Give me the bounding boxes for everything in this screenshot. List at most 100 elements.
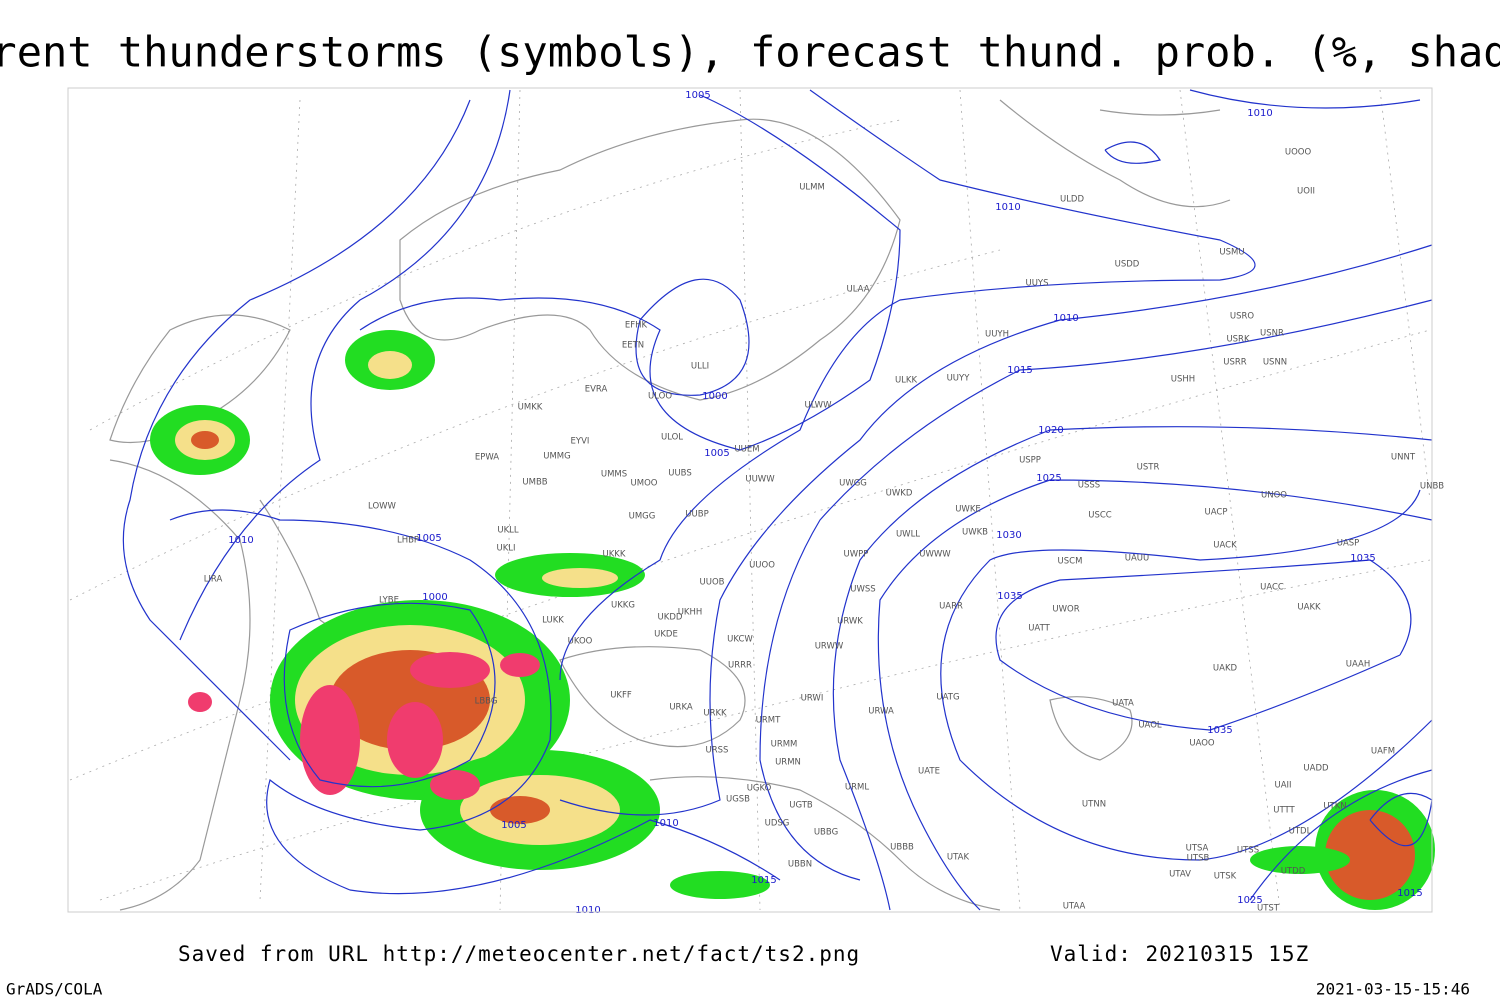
station-code: ULAA [846,285,869,295]
station-code: UACK [1213,541,1237,551]
station-code: UATE [918,767,940,777]
station-code: UUYY [947,374,971,384]
station-code: UTKN [1323,802,1346,812]
isobar-label: 1000 [422,592,447,603]
station-code: UTSB [1187,854,1210,864]
station-code: UAFM [1371,747,1395,757]
station-code: UTAV [1169,870,1191,880]
isobar-label: 1005 [501,820,526,831]
station-code: UDSG [765,819,790,829]
station-code: LOWW [368,502,397,512]
station-code: ULKK [895,376,918,386]
isobar-label: 1005 [704,448,729,459]
isobar-label: 1005 [416,533,441,544]
station-code: UASP [1337,539,1360,549]
station-code: UWGG [839,479,867,489]
station-code: UOOO [1285,148,1312,158]
station-code: UMMS [601,470,627,480]
station-code: UUBS [668,469,692,479]
station-code: UUWW [745,475,775,485]
station-code: URKK [703,709,727,719]
station-code: USSS [1078,481,1100,491]
station-code: USNN [1263,358,1287,368]
station-code: UMGG [629,512,656,522]
station-code: UGSB [726,795,750,805]
station-code: UKDD [658,613,683,623]
map-border [67,87,1433,913]
station-code: UTSK [1214,872,1237,882]
station-code: UAII [1274,781,1291,791]
station-code: UARR [939,602,963,612]
station-code: UGTB [789,801,813,811]
station-code: UAOO [1189,739,1215,749]
map-labels: 1005 1010 1010 1010 1015 1020 1025 1030 1035 1035… [204,90,1445,916]
station-code: UKKK [603,550,626,560]
station-code: UATG [936,693,959,703]
isobar-label: 1020 [1038,425,1063,436]
station-code: EVRA [585,385,608,395]
station-code: LUKK [542,616,564,626]
station-code: UTDL [1289,827,1312,837]
station-code: EFHK [625,321,648,331]
station-code: UAKK [1297,603,1321,613]
isobar-label: 1010 [1247,108,1272,119]
station-code: USRK [1226,335,1250,345]
station-code: USHH [1171,375,1195,385]
station-code: ULDD [1060,195,1085,205]
isobar-label: 1010 [575,905,600,916]
station-code: UKLL [497,526,519,536]
station-code: UUYH [985,330,1009,340]
station-code: UATA [1112,699,1134,709]
station-code: UKOO [568,637,593,647]
isobar-label: 1010 [228,535,253,546]
isobar-label: 1035 [997,591,1022,602]
isobar-label: 1010 [1053,313,1078,324]
station-code: EETN [622,341,644,351]
station-code: UWPP [844,550,869,560]
station-code: LHBP [397,536,419,546]
station-code: USCC [1088,511,1112,521]
graticule [69,89,1431,911]
map-area: 1005 1010 1010 1010 1015 1020 1025 1030 1035 1035… [67,87,1445,916]
station-code: UBBB [890,843,914,853]
station-code: UTNN [1082,800,1106,810]
station-code: ULMM [799,183,825,193]
station-code: UWLL [896,530,920,540]
station-code: UWWW [919,550,951,560]
station-code: UADD [1303,764,1329,774]
valid-time: Valid: 20210315 15Z [1050,942,1309,966]
station-code: UTSS [1237,846,1259,856]
station-code: UTST [1257,904,1280,914]
station-code: USPP [1019,456,1041,466]
station-code: USNR [1260,329,1284,339]
isobar-label: 1005 [685,90,710,101]
station-code: UMMG [543,452,570,462]
station-code: URWK [837,617,863,627]
station-code: URMN [775,758,801,768]
station-code: UKFF [610,691,632,701]
station-code: UNNT [1391,453,1416,463]
isobars [122,89,1433,911]
station-code: UTSA [1186,844,1209,854]
isobar-label: 1000 [702,391,727,402]
station-code: UAUU [1125,554,1149,564]
thunderstorm-probability-shading [150,330,1435,910]
station-code: EPWA [475,453,499,463]
station-code: URWW [815,642,844,652]
station-code: URKA [669,703,693,713]
station-code: UKLI [496,544,515,554]
station-code: LIRA [204,575,223,585]
station-code: USRR [1223,358,1247,368]
station-code: UNOO [1261,491,1287,501]
station-code: UUEM [734,445,759,455]
station-code: URML [845,783,869,793]
station-code: UAOL [1138,721,1162,731]
station-code: URWA [868,707,894,717]
station-code: USRO [1230,312,1255,322]
station-code: UMKK [518,403,543,413]
station-code: UUYS [1025,279,1048,289]
isobar-label: 1015 [1007,365,1032,376]
station-code: UWKD [886,489,913,499]
station-code: URSS [706,746,729,756]
